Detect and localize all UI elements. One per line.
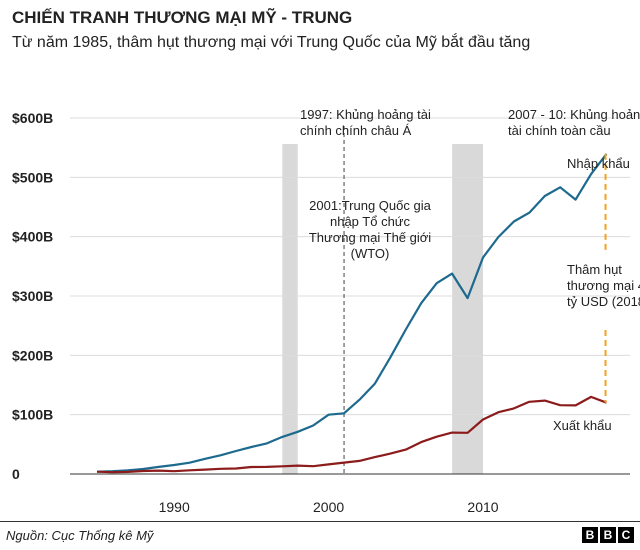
ann-wto-line: 2001:Trung Quốc gia [309, 198, 431, 213]
x-tick-label: 2010 [467, 499, 498, 515]
ann-deficit-line: Thâm hụt [567, 262, 622, 277]
x-tick-label: 1990 [159, 499, 190, 515]
series-label-exports: Xuất khẩu [553, 418, 612, 433]
bbc-logo-letter: B [600, 527, 616, 543]
gridlines [70, 117, 630, 475]
bbc-logo-letter: B [582, 527, 598, 543]
series-label-imports: Nhập khẩu [567, 156, 630, 171]
y-tick-label: $300B [12, 288, 53, 304]
annotation-1997-crisis: 1997: Khủng hoảng tài chính chính châu Á [300, 107, 431, 138]
y-tick-label: $500B [12, 169, 53, 185]
annotation-2007-crisis: 2007 - 10: Khủng hoảng tài chính toàn cầu [508, 107, 640, 138]
bbc-logo-letter: C [618, 527, 634, 543]
x-tick-label: 2000 [313, 499, 344, 515]
annotation-wto-2001: 2001:Trung Quốc gia nhập Tổ chức Thương mạ… [309, 198, 432, 261]
source-note: Nguồn: Cục Thống kê Mỹ [6, 528, 154, 543]
ann-wto-line: Thương mại Thế giới [309, 230, 431, 245]
ann-deficit-line: tỷ USD (2018) [567, 294, 640, 309]
lbl-imports-line: Nhập khẩu [567, 156, 630, 171]
y-tick-label: $600B [12, 110, 53, 126]
y-tick-label: $100B [12, 407, 53, 423]
y-tick-label: $200B [12, 347, 53, 363]
ann-1997-line: chính chính châu Á [300, 123, 412, 138]
x-axis-labels: 1990 2000 2010 [159, 499, 499, 515]
y-tick-label: 0 [12, 466, 20, 482]
ann-1997-line: 1997: Khủng hoảng tài [300, 107, 431, 122]
series-layer [96, 153, 608, 474]
shaded-period-2008 [452, 144, 483, 474]
series-line-exports [96, 395, 607, 474]
shaded-period-1997 [282, 144, 298, 474]
annotation-layer: 1997: Khủng hoảng tài chính chính châu Á … [300, 107, 640, 433]
series-line-imports [96, 153, 608, 473]
y-axis-labels: 0 $100B $200B $300B $400B $500B $600B [12, 110, 53, 482]
ann-wto-line: (WTO) [351, 246, 390, 261]
chart-subtitle: Từ năm 1985, thâm hụt thương mại với Tru… [12, 34, 531, 51]
shading-layer [282, 144, 483, 474]
bbc-logo: B B C [582, 527, 634, 543]
lbl-exports-line: Xuất khẩu [553, 418, 612, 433]
y-tick-label: $400B [12, 229, 53, 245]
ann-2007-line: 2007 - 10: Khủng hoảng [508, 107, 640, 122]
chart-title: CHIẾN TRANH THƯƠNG MẠI MỸ - TRUNG [12, 8, 353, 27]
ann-2007-line: tài chính toàn cầu [508, 123, 611, 138]
ann-deficit-line: thương mại 419 [567, 278, 640, 293]
trade-chart: 0 $100B $200B $300B $400B $500B $600B 1990 2000… [12, 107, 640, 515]
footer-divider [0, 521, 640, 522]
ann-wto-line: nhập Tổ chức [330, 214, 411, 229]
